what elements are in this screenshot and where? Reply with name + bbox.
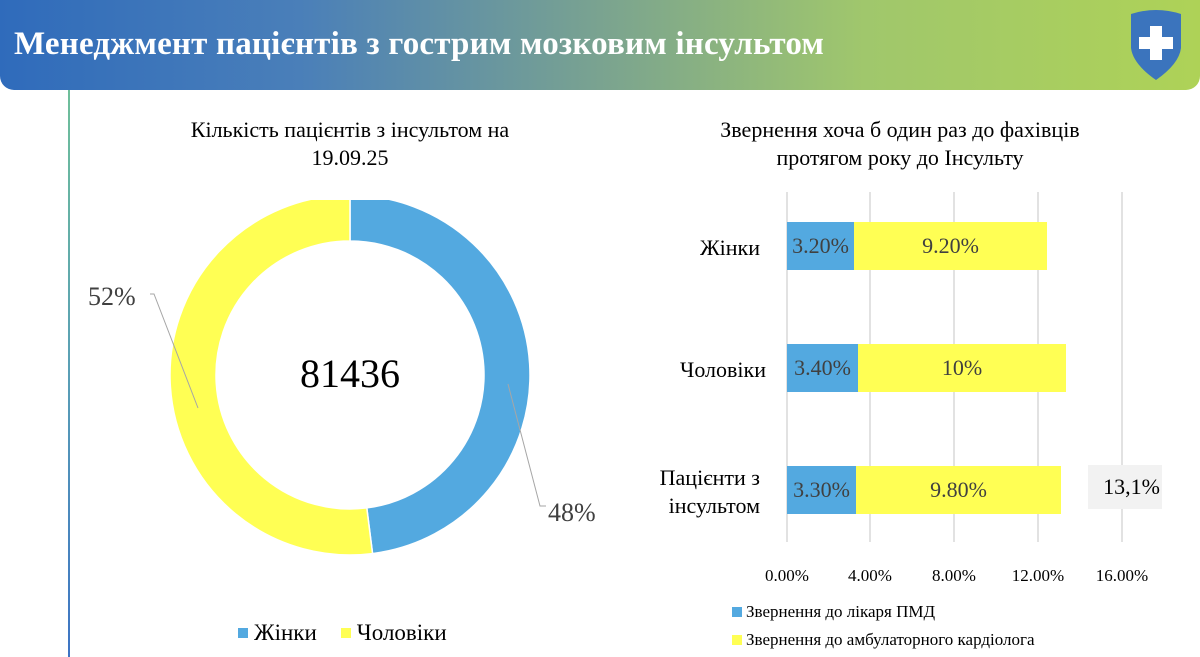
x-tick: 4.00% (848, 566, 892, 585)
bar-segment-pmd: 3.30% (787, 466, 856, 514)
category-label-line: Пацієнти з (659, 465, 760, 490)
legend-item-pmd: Звернення до лікаря ПМД (732, 598, 1035, 626)
donut-chart-title: Кількість пацієнтів з інсультом на 19.09… (130, 116, 570, 172)
donut-label-women: 48% (548, 498, 596, 527)
bar-segment-cardiologist: 10% (858, 344, 1066, 392)
shield-cross-icon (1131, 10, 1181, 80)
total-annotation: 13,1% (1088, 465, 1162, 509)
category-label: Жінки (699, 235, 760, 260)
gridline (1121, 192, 1123, 542)
category-label: Чоловіки (680, 357, 766, 382)
bar-segment-cardiologist: 9.80% (856, 466, 1061, 514)
donut-legend: Жінки Чоловіки (238, 620, 471, 646)
legend-swatch-blue (732, 607, 742, 617)
donut-slice (169, 200, 374, 556)
bar-segment-pmd: 3.40% (787, 344, 858, 392)
bar-chart-title: Звернення хоча б один раз до фахівців пр… (660, 116, 1140, 172)
legend-swatch-blue (238, 628, 248, 638)
header-banner: Менеджмент пацієнтів з гострим мозковим … (0, 0, 1200, 90)
x-tick: 8.00% (932, 566, 976, 585)
legend-label: Звернення до лікаря ПМД (746, 602, 936, 621)
category-label: Пацієнти з інсультом (620, 464, 760, 520)
legend-label: Жінки (254, 620, 317, 645)
legend-swatch-yellow (732, 635, 742, 645)
legend-item-men: Чоловіки (340, 620, 447, 646)
legend-label: Чоловіки (356, 620, 447, 645)
category-label-line: інсультом (668, 493, 760, 518)
donut-slice (349, 200, 531, 555)
x-tick: 12.00% (1011, 566, 1065, 585)
donut-title-line1: Кількість пацієнтів з інсультом на (190, 117, 510, 142)
legend-swatch-yellow (340, 628, 351, 638)
x-tick: 16.00% (1095, 566, 1149, 585)
donut-chart (150, 200, 546, 556)
donut-title-line2: 19.09.25 (311, 145, 389, 170)
legend-item-cardiologist: Звернення до амбулаторного кардіолога (732, 626, 1035, 654)
bar-legend: Звернення до лікаря ПМД Звернення до амб… (732, 598, 1035, 654)
donut-center-total: 81436 (300, 351, 400, 396)
bar-title-line1: Звернення хоча б один раз до фахівців (720, 117, 1080, 142)
legend-label: Звернення до амбулаторного кардіолога (746, 630, 1035, 649)
x-tick: 0.00% (765, 566, 809, 585)
bar-segment-pmd: 3.20% (787, 222, 854, 270)
legend-item-women: Жінки (238, 620, 317, 646)
divider-line (68, 90, 70, 657)
bar-segment-cardiologist: 9.20% (854, 222, 1047, 270)
bar-title-line2: протягом року до Інсульту (776, 145, 1024, 170)
page-title: Менеджмент пацієнтів з гострим мозковим … (14, 26, 825, 62)
donut-label-men: 52% (88, 282, 136, 311)
